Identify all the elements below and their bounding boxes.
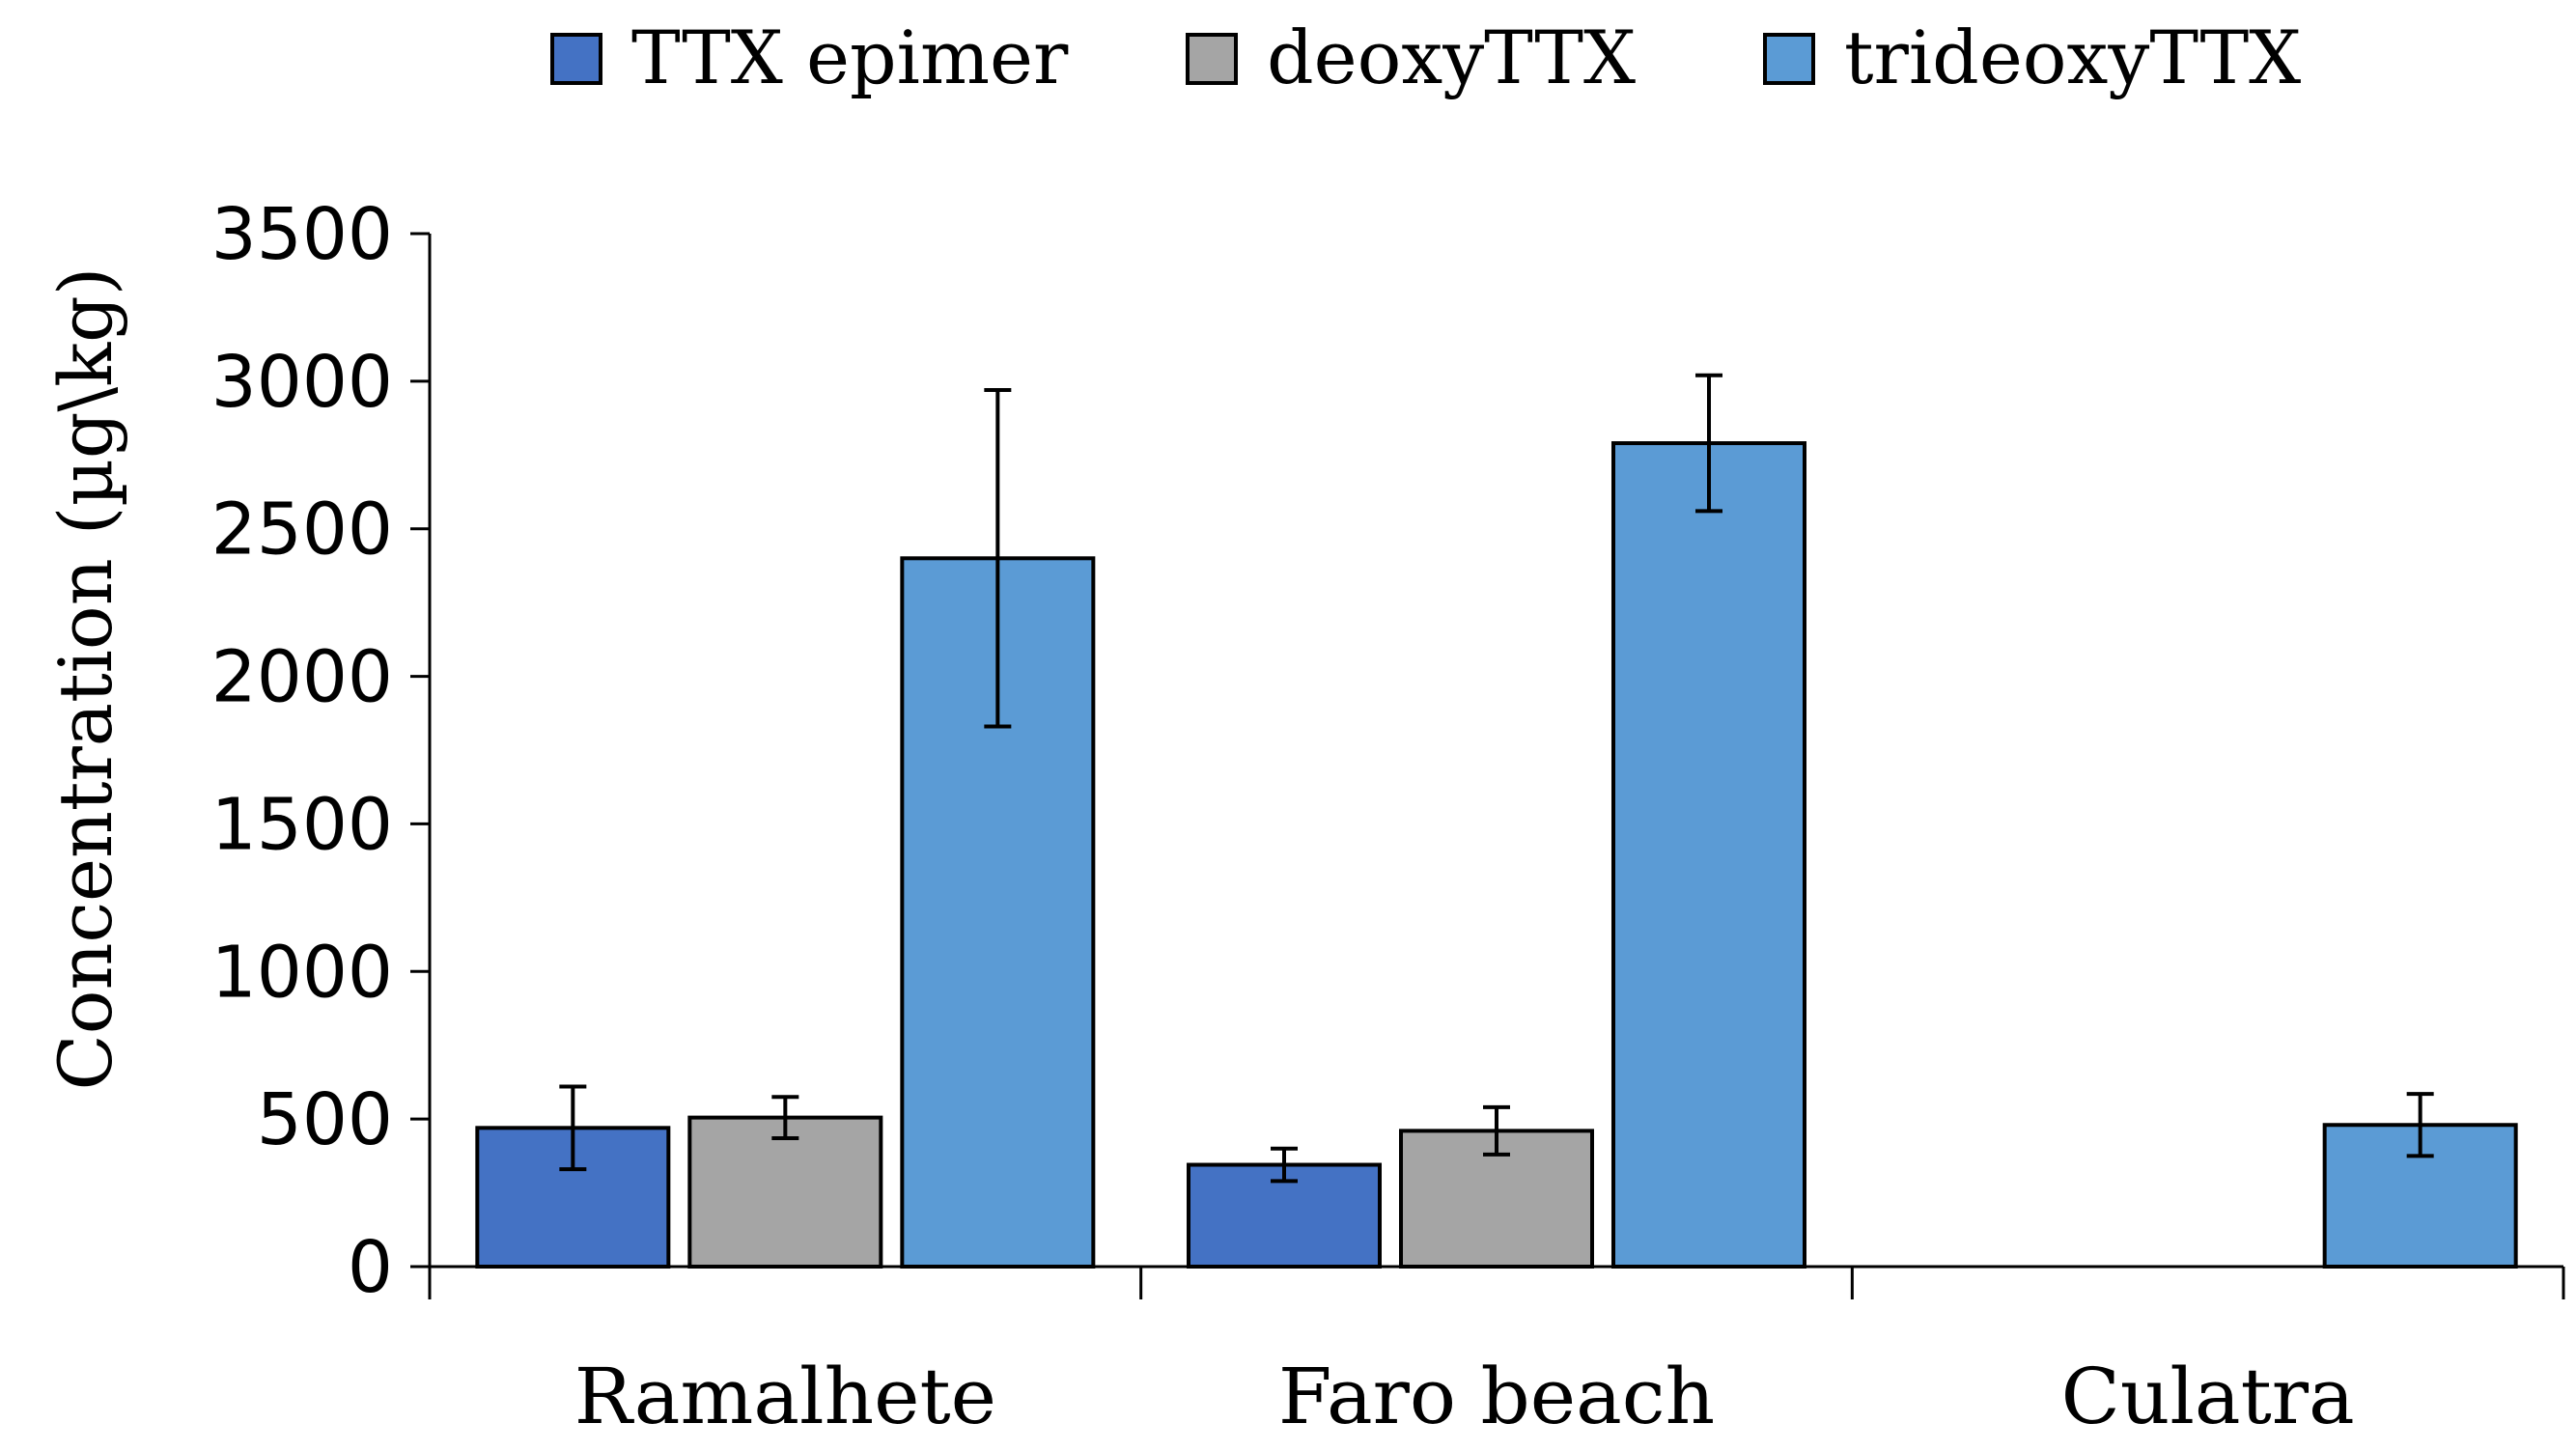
y-tick-label: 2000	[211, 636, 393, 719]
y-tick-label: 1000	[211, 931, 393, 1014]
legend-label: trideoxyTTX	[1844, 14, 2301, 100]
y-tick-label: 1500	[211, 783, 393, 866]
x-category-label: Culatra	[2061, 1352, 2355, 1441]
y-axis-title: Concentration (µg\kg)	[42, 267, 128, 1091]
legend-label: TTX epimer	[631, 14, 1069, 100]
x-category-label: Ramalhete	[574, 1352, 996, 1441]
legend-swatch	[1763, 33, 1815, 85]
y-tick-label: 500	[257, 1078, 393, 1161]
legend-swatch	[550, 33, 602, 85]
y-tick-label: 3000	[211, 341, 393, 424]
legend-swatch	[1186, 33, 1238, 85]
x-axis: Ramalhete Faro beach Culatra	[428, 1265, 2565, 1441]
bar	[1611, 441, 1806, 1269]
bars	[475, 441, 2518, 1270]
error-bars	[559, 373, 2434, 1184]
y-axis: 0 500 1000 1500 2000 2500 3000 3500	[211, 193, 432, 1309]
legend-label: deoxyTTX	[1267, 14, 1636, 100]
y-tick-label: 3500	[211, 193, 393, 276]
legend: TTX epimer deoxyTTX trideoxyTTX	[550, 14, 2301, 100]
x-category-label: Faro beach	[1278, 1352, 1715, 1441]
y-tick-label: 0	[348, 1226, 393, 1309]
y-tick-label: 2500	[211, 488, 393, 572]
